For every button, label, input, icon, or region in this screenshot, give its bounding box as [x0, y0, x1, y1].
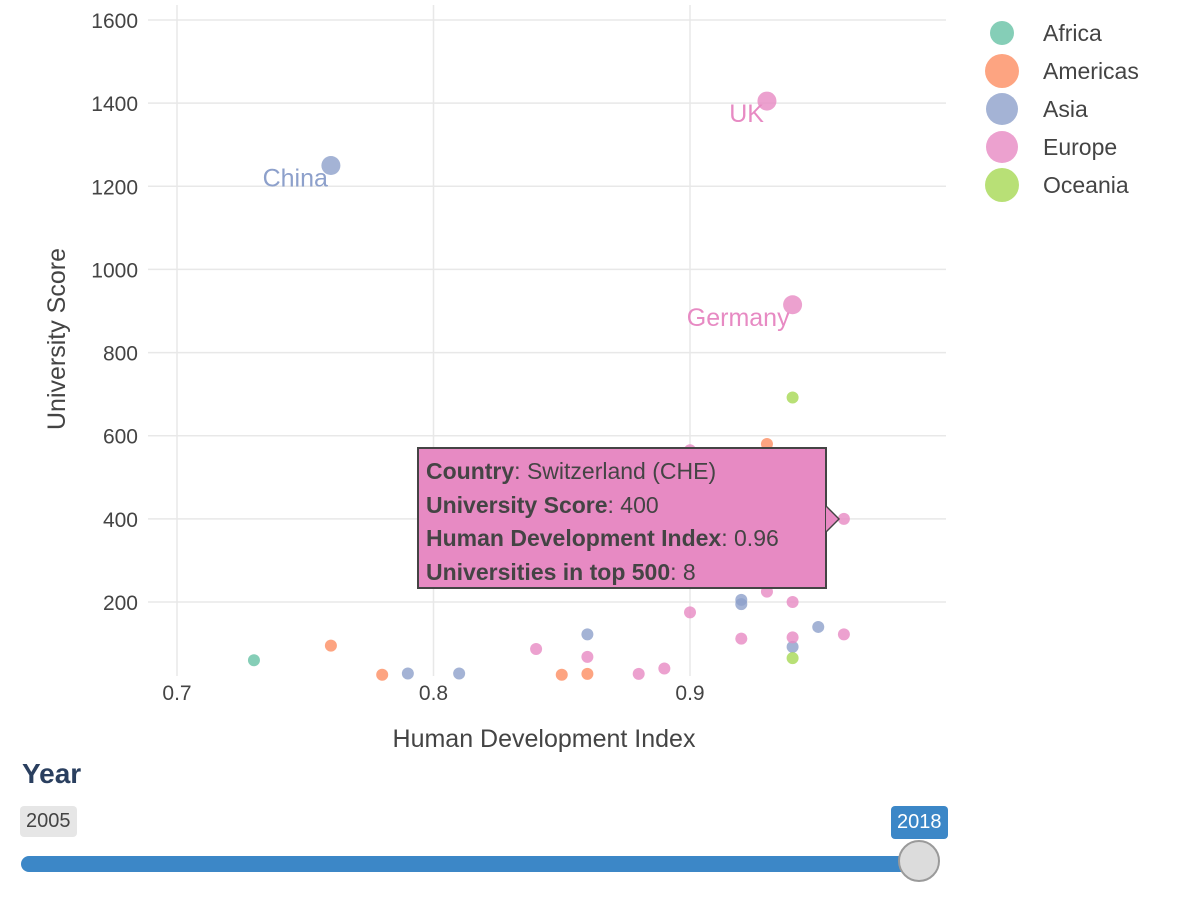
- data-point-europe[interactable]: [783, 295, 803, 315]
- point-label: UK: [729, 100, 764, 128]
- data-point-europe[interactable]: [837, 512, 850, 525]
- tooltip-unis-label: Universities in top 500: [426, 558, 671, 585]
- tooltip-row-hdi: Human Development Index: 0.96: [426, 522, 818, 556]
- point-label: Germany: [687, 304, 790, 332]
- y-tick-label: 1400: [91, 93, 138, 116]
- y-tick-label: 1200: [91, 176, 138, 199]
- point-labels: China UK Germany: [263, 100, 791, 332]
- x-axis-ticks: 0.7 0.8 0.9: [162, 682, 704, 705]
- data-point-asia[interactable]: [453, 667, 466, 680]
- data-point-europe[interactable]: [757, 91, 777, 111]
- legend-item-asia[interactable]: Asia: [1043, 96, 1088, 122]
- data-point-europe[interactable]: [658, 662, 671, 675]
- hover-tooltip: Country: Switzerland (CHE) University Sc…: [417, 447, 827, 589]
- y-tick-label: 600: [103, 426, 138, 449]
- tooltip-country-value: : Switzerland (CHE): [514, 458, 717, 484]
- x-axis-title: Human Development Index: [393, 725, 696, 753]
- data-point-asia[interactable]: [581, 628, 594, 641]
- legend-item-europe[interactable]: Europe: [1043, 134, 1117, 160]
- legend-marker[interactable]: [985, 54, 1019, 88]
- data-point-americas[interactable]: [555, 668, 568, 681]
- data-point-africa[interactable]: [247, 654, 260, 667]
- tooltip-hdi-value: : 0.96: [721, 525, 779, 551]
- legend-marker[interactable]: [986, 131, 1018, 163]
- data-point-oceania[interactable]: [786, 652, 799, 665]
- data-point-asia[interactable]: [735, 598, 748, 611]
- tooltip-unis-value: : 8: [670, 558, 696, 585]
- data-point-asia[interactable]: [401, 667, 414, 680]
- data-point-asia[interactable]: [786, 640, 799, 653]
- data-point-europe[interactable]: [786, 596, 799, 608]
- slider-min-label: 2005: [20, 806, 77, 837]
- tooltip-score-label: University Score: [426, 491, 608, 518]
- x-tick-label: 0.7: [162, 682, 191, 705]
- data-point-europe[interactable]: [632, 667, 645, 680]
- legend-item-oceania[interactable]: Oceania: [1043, 172, 1129, 198]
- tooltip-row-score: University Score: 400: [426, 489, 818, 523]
- legend-marker[interactable]: [990, 21, 1014, 45]
- data-point-europe[interactable]: [581, 650, 594, 663]
- x-tick-label: 0.9: [675, 682, 704, 705]
- y-tick-label: 1000: [91, 259, 138, 282]
- slider-title: Year: [22, 758, 82, 789]
- data-point-oceania[interactable]: [786, 391, 799, 404]
- slider-current-value: 2018: [891, 806, 948, 839]
- tooltip-arrow-fill: [826, 507, 838, 531]
- data-point-asia[interactable]: [812, 620, 825, 633]
- tooltip-score-value: : 400: [607, 491, 659, 518]
- data-point-europe[interactable]: [786, 631, 799, 644]
- y-tick-label: 200: [103, 592, 138, 615]
- data-point-americas[interactable]: [324, 639, 337, 652]
- legend: Africa Americas Asia Europe Oceania: [985, 20, 1139, 202]
- legend-item-americas[interactable]: Americas: [1043, 58, 1139, 84]
- tooltip-row-universities: Universities in top 500: 8: [426, 556, 818, 590]
- data-point-europe[interactable]: [684, 606, 696, 619]
- y-tick-label: 400: [103, 509, 138, 532]
- legend-item-africa[interactable]: Africa: [1043, 20, 1102, 46]
- y-tick-label: 800: [103, 343, 138, 366]
- legend-marker[interactable]: [986, 93, 1018, 125]
- y-tick-label: 1600: [91, 10, 138, 33]
- year-slider-handle[interactable]: [898, 840, 940, 882]
- legend-marker[interactable]: [985, 168, 1019, 202]
- tooltip-hdi-label: Human Development Index: [426, 525, 722, 551]
- data-points: [247, 91, 850, 681]
- y-axis-title: University Score: [43, 248, 71, 430]
- data-point-asia[interactable]: [321, 156, 341, 175]
- point-label: China: [263, 165, 328, 193]
- year-slider-track[interactable]: [21, 856, 921, 872]
- data-point-europe[interactable]: [735, 632, 748, 645]
- y-axis-ticks: 200 400 600 800 1000 1200 1400 1600: [91, 10, 138, 615]
- tooltip-row-country: Country: Switzerland (CHE): [426, 455, 818, 489]
- data-point-americas[interactable]: [581, 667, 594, 680]
- data-point-americas[interactable]: [376, 668, 389, 681]
- data-point-europe[interactable]: [530, 642, 543, 655]
- tooltip-country-label: Country: [426, 458, 515, 484]
- data-point-europe[interactable]: [837, 628, 850, 641]
- x-tick-label: 0.8: [419, 682, 448, 705]
